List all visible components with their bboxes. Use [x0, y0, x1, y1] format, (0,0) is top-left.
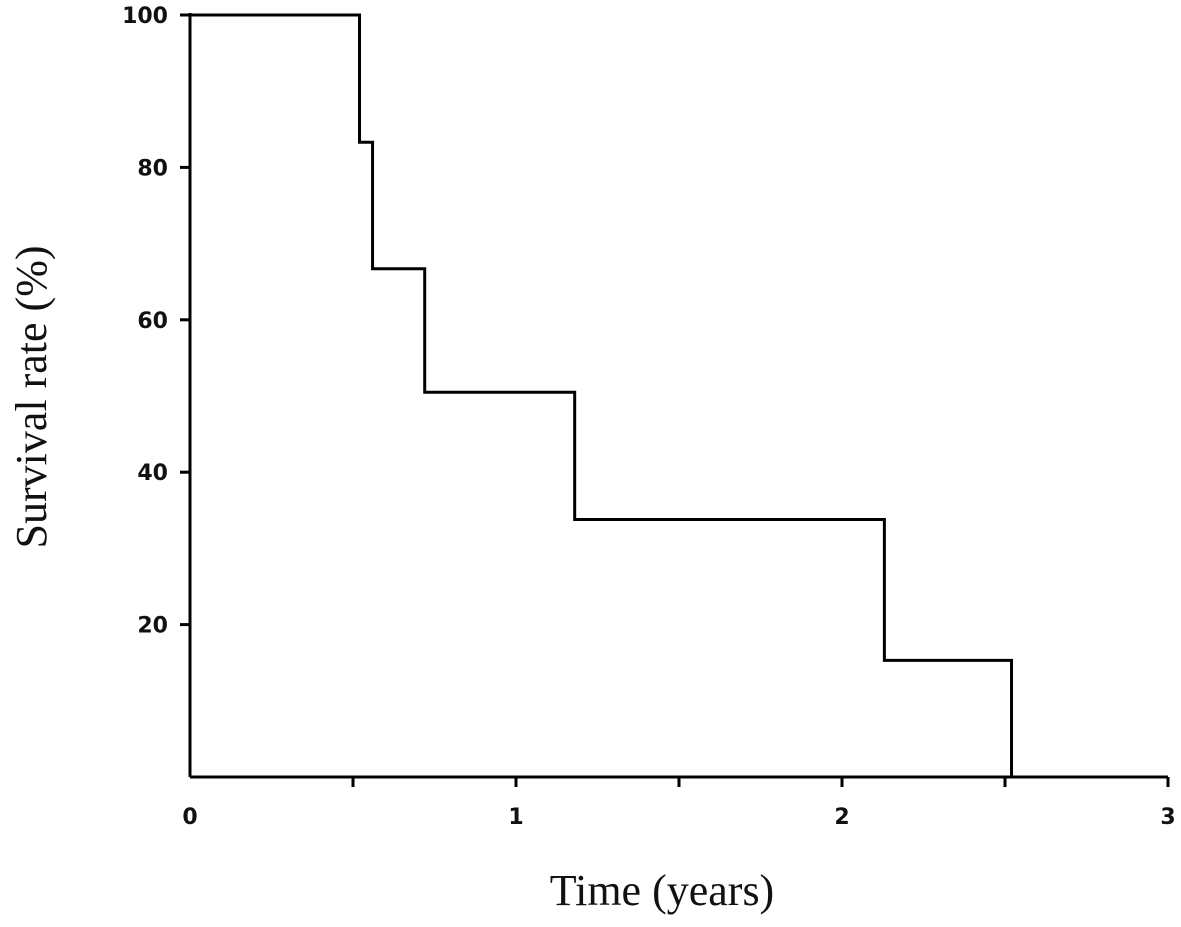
y-tick-label: 60: [137, 309, 168, 334]
y-tick-label: 40: [137, 461, 168, 486]
survival-curve: [190, 13, 1014, 777]
y-tick-label: 80: [137, 156, 168, 181]
x-ticks: 0 1 2 3: [182, 777, 1176, 830]
y-tick-label: 100: [122, 4, 168, 29]
y-axis-title: Survival rate (%): [7, 246, 56, 549]
axes: [188, 13, 1168, 779]
x-axis-title: Time (years): [550, 866, 774, 915]
x-tick-label: 0: [182, 805, 197, 830]
series-group: [190, 13, 1014, 777]
x-tick-label: 3: [1160, 805, 1175, 830]
x-tick-label: 2: [834, 805, 849, 830]
x-tick-label: 1: [508, 805, 523, 830]
y-tick-label: 20: [137, 614, 168, 639]
y-ticks: 20 40 60 80 100: [122, 4, 190, 639]
